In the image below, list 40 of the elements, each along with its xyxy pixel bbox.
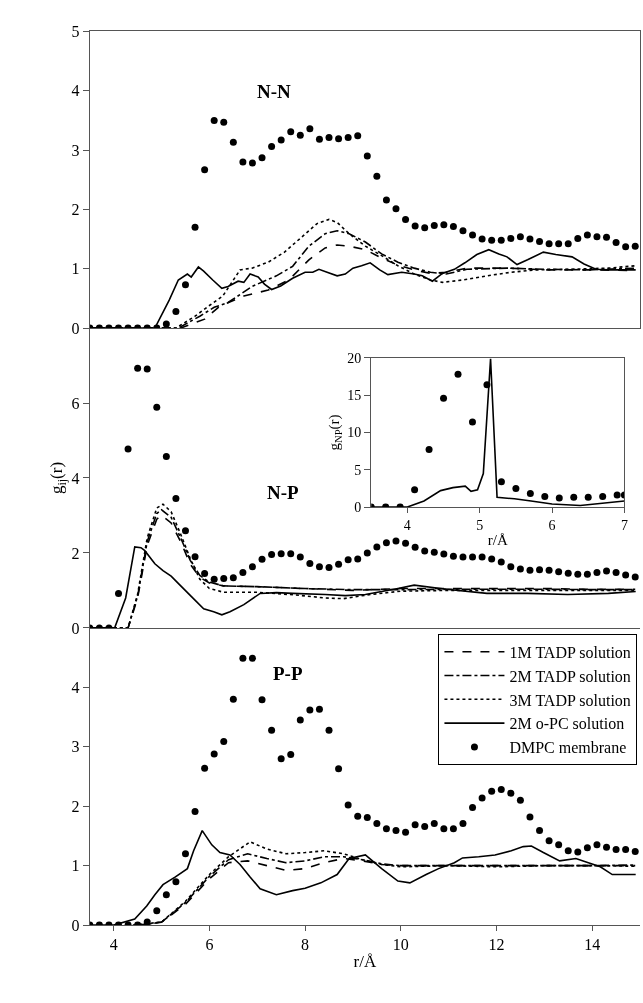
- y-tick-label: 0: [71, 916, 80, 934]
- y-tick-label: 1: [71, 857, 80, 875]
- x-tick-label: 7: [620, 517, 628, 533]
- legend-label: 3M TADP solution: [509, 691, 631, 709]
- text: N-N: [257, 81, 292, 102]
- y-tick-label: 5: [71, 22, 80, 40]
- x-tick-label: 4: [403, 517, 411, 533]
- y-tick-label: 2: [71, 200, 80, 218]
- legend-label: DMPC membrane: [509, 739, 627, 757]
- y-tick-label: 4: [71, 82, 80, 100]
- y-tick-label: 5: [354, 462, 362, 478]
- y-tick-label: 15: [347, 388, 362, 404]
- y-tick-label: 6: [71, 394, 80, 412]
- text: N-P: [267, 482, 300, 503]
- y-tick-label: 20: [347, 350, 362, 366]
- x-axis-title: r/Å: [353, 951, 377, 971]
- y-tick-label: 4: [71, 469, 80, 487]
- y-tick-label: 3: [71, 738, 80, 756]
- x-tick-label: 6: [548, 517, 556, 533]
- y-tick-label: 4: [71, 678, 80, 696]
- text: P-P: [273, 663, 303, 684]
- y-tick-label: 2: [71, 544, 80, 562]
- y-tick-label: 2: [71, 797, 80, 815]
- x-tick-label: 6: [205, 936, 214, 954]
- legend-label: 2M o-PC solution: [509, 715, 625, 733]
- x-tick-label: 14: [584, 936, 601, 954]
- y-tick-label: 0: [354, 499, 362, 515]
- y-tick-label: 10: [347, 425, 362, 441]
- y-tick-label: 1: [71, 260, 80, 278]
- x-tick-label: 5: [476, 517, 484, 533]
- x-tick-label: 4: [109, 936, 118, 954]
- x-axis-title: r/Å: [487, 531, 508, 548]
- x-tick-label: 12: [488, 936, 505, 954]
- legend-label: 1M TADP solution: [509, 643, 631, 661]
- legend-label: 2M TADP solution: [509, 667, 631, 685]
- x-tick-label: 8: [301, 936, 310, 954]
- x-tick-label: 10: [392, 936, 409, 954]
- y-tick-label: 0: [71, 319, 80, 337]
- y-tick-label: 3: [71, 141, 80, 159]
- y-tick-label: 0: [71, 619, 80, 637]
